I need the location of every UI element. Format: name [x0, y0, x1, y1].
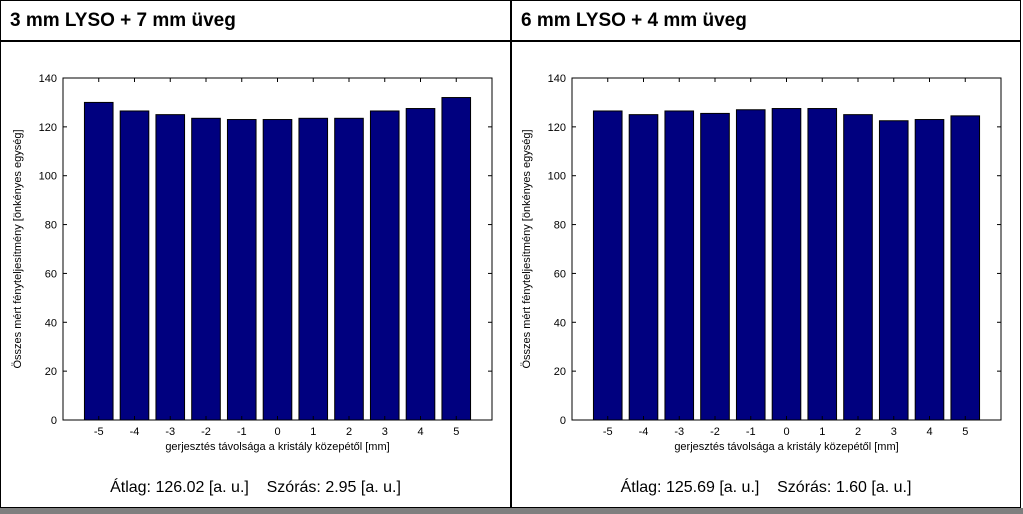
- bar: [262, 119, 293, 421]
- x-tick-label: 5: [453, 426, 459, 438]
- std-value: Szórás: 2.95 [a. u.]: [266, 479, 401, 496]
- bar-chart-right: -5 -4 -3 -2 -1 0 1 2 3 4 5 0 20 40 60 80 100 120 140 gerjes…: [521, 73, 1002, 453]
- bar: [191, 117, 221, 421]
- x-tick-label: 2: [346, 426, 352, 438]
- bar: [441, 97, 472, 421]
- bar: [628, 114, 659, 421]
- y-tick-label: 140: [39, 73, 57, 85]
- y-tick-label: 20: [554, 366, 566, 378]
- bar: [369, 110, 400, 421]
- x-tick-label: 0: [783, 426, 789, 438]
- x-tick-label: 1: [819, 426, 825, 438]
- x-axis-label: gerjesztés távolsága a kristály közepétő…: [165, 441, 389, 453]
- y-tick-label: 140: [548, 73, 566, 85]
- bar: [405, 108, 436, 421]
- x-tick-label: -4: [639, 426, 649, 438]
- panel-left: 3 mm LYSO + 7 mm üveg -5 -4 -3 -2 -1 0 1 2 3 4 5 0 2…: [1, 1, 512, 507]
- bar: [807, 108, 838, 421]
- y-tick-label: 20: [45, 366, 57, 378]
- bar: [298, 117, 329, 421]
- y-tick-label: 120: [39, 122, 57, 134]
- x-tick-label: 0: [274, 426, 280, 438]
- x-tick-label: 4: [417, 426, 423, 438]
- y-tick-label: 40: [45, 317, 57, 329]
- bar: [155, 114, 186, 421]
- bar: [843, 114, 873, 421]
- x-tick-label: -2: [710, 426, 720, 438]
- bar: [950, 115, 981, 421]
- bar: [226, 119, 257, 421]
- panel-right: 6 mm LYSO + 4 mm üveg -5 -4 -3 -2 -1 0 1 2 3 4 5 0 2…: [512, 1, 1020, 507]
- y-tick-label: 80: [45, 220, 57, 232]
- panel-title: 3 mm LYSO + 7 mm üveg: [1, 1, 510, 42]
- bottom-bar: [0, 508, 1023, 514]
- x-tick-label: -4: [130, 426, 140, 438]
- y-tick-label: 80: [554, 220, 566, 232]
- std-value: Szórás: 1.60 [a. u.]: [777, 479, 912, 496]
- x-tick-label: 5: [962, 426, 968, 438]
- bar: [334, 117, 364, 421]
- y-tick-label: 60: [554, 268, 566, 280]
- bar: [735, 109, 766, 421]
- x-tick-label: 3: [382, 426, 388, 438]
- y-tick-label: 0: [560, 415, 566, 427]
- bar: [592, 110, 623, 421]
- y-tick-label: 120: [548, 122, 566, 134]
- y-axis-label: Összes mért fényteljesítmény [önkényes e…: [521, 129, 533, 368]
- y-tick-label: 0: [51, 415, 57, 427]
- x-axis-label: gerjesztés távolsága a kristály közepétő…: [674, 441, 898, 453]
- x-tick-label: -3: [165, 426, 175, 438]
- y-tick-label: 100: [39, 171, 57, 183]
- x-tick-label: 3: [891, 426, 897, 438]
- x-tick-label: -1: [237, 426, 247, 438]
- bar: [664, 110, 695, 421]
- bar: [771, 108, 802, 421]
- panel-title: 6 mm LYSO + 4 mm üveg: [512, 1, 1020, 42]
- x-tick-label: -5: [603, 426, 613, 438]
- x-tick-label: -3: [674, 426, 684, 438]
- bar-chart-left: -5 -4 -3 -2 -1 0 1 2 3 4 5 0 20 40 60 80 100 120 140 gerjes…: [12, 73, 493, 453]
- bar: [83, 101, 114, 421]
- y-tick-label: 60: [45, 268, 57, 280]
- bar: [878, 120, 909, 421]
- x-tick-label: -2: [201, 426, 211, 438]
- bar: [119, 110, 150, 421]
- x-tick-label: 4: [926, 426, 932, 438]
- stats-line: Átlag: 125.69 [a. u.] Szórás: 1.60 [a. u…: [512, 479, 1020, 497]
- x-tick-label: -5: [94, 426, 104, 438]
- mean-value: Átlag: 125.69 [a. u.]: [620, 479, 760, 496]
- y-tick-label: 100: [548, 171, 566, 183]
- y-tick-label: 40: [554, 317, 566, 329]
- x-tick-label: -1: [746, 426, 756, 438]
- x-tick-label: 2: [855, 426, 861, 438]
- x-tick-label: 1: [310, 426, 316, 438]
- y-axis-label: Összes mért fényteljesítmény [önkényes e…: [12, 129, 24, 368]
- bar: [700, 112, 730, 421]
- stats-line: Átlag: 126.02 [a. u.] Szórás: 2.95 [a. u…: [1, 479, 510, 497]
- bar: [914, 119, 945, 421]
- mean-value: Átlag: 126.02 [a. u.]: [110, 479, 249, 496]
